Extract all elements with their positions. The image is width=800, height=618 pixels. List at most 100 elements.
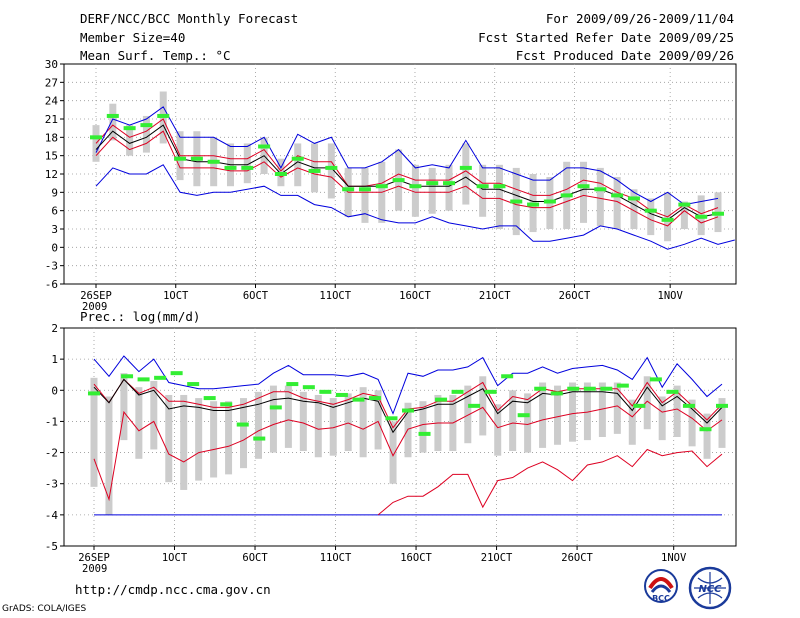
variable-label: Mean Surf. Temp.: °C (80, 48, 231, 63)
observed-mark (644, 208, 657, 213)
observed-mark (392, 178, 405, 183)
ensemble-box (568, 382, 576, 442)
temperature-chart: -6 -3 0 3 6 9 12 15 18 21 24 27 30 26SEP 1OCT 6OCT 11OCT… (45, 58, 737, 313)
observed-mark (501, 374, 514, 379)
ensemble-box (524, 393, 532, 453)
observed-mark (616, 383, 629, 388)
observed-mark (106, 113, 119, 118)
observed-mark (468, 403, 481, 408)
observed-mark (123, 126, 136, 131)
ensemble-box (647, 198, 655, 236)
observed-mark (190, 156, 203, 161)
forecast-period: For 2009/09/26-2009/11/04 (545, 11, 734, 26)
ensemble-box (479, 376, 487, 436)
observed-mark (308, 168, 321, 173)
ensemble-box (419, 401, 427, 453)
observed-mark (510, 199, 523, 204)
x-year-label: 2009 (82, 301, 107, 313)
observed-mark (633, 403, 646, 408)
y-tick-label: 27 (45, 76, 58, 89)
observed-mark (335, 392, 348, 397)
observed-mark (375, 184, 388, 189)
observed-mark (258, 144, 271, 149)
observed-mark (476, 184, 489, 189)
y-tick-label: -6 (45, 278, 58, 291)
observed-mark (435, 397, 448, 402)
y-tick-label: 6 (51, 205, 58, 218)
observed-mark (560, 193, 573, 198)
ensemble-box (643, 376, 651, 430)
ensemble-box (718, 398, 726, 448)
y-tick-label: -5 (45, 540, 58, 553)
observed-mark (224, 165, 237, 170)
observed-mark (550, 391, 563, 396)
observed-mark (611, 193, 624, 198)
ensemble-box (269, 385, 277, 453)
ensemble-box (464, 385, 472, 444)
observed-mark (203, 396, 216, 401)
ensemble-box (299, 391, 307, 452)
ensemble-box (284, 385, 292, 448)
chart-title: DERF/NCC/BCC Monthly Forecast (80, 11, 299, 26)
observed-mark (443, 181, 456, 186)
ensemble-box (494, 404, 502, 456)
ensemble-box (554, 385, 562, 445)
member-size: Member Size=40 (80, 30, 186, 45)
observed-mark (484, 389, 497, 394)
ensemble-box (150, 380, 158, 450)
y-tick-label: -1 (45, 415, 58, 428)
x-tick-label: 1NOV (661, 552, 687, 564)
y-tick-label: 3 (51, 223, 58, 236)
source-link[interactable]: http://cmdp.ncc.cma.gov.cn (75, 582, 271, 597)
y-tick-label: 12 (45, 168, 58, 181)
series-line-q3 (95, 118, 719, 218)
ensemble-box (126, 125, 134, 156)
ensemble-box (135, 387, 143, 459)
x-tick-label: 21OCT (481, 552, 513, 564)
x-tick-label: 11OCT (319, 290, 351, 302)
y-tick-label: 15 (45, 150, 58, 163)
observed-mark (241, 165, 254, 170)
ensemble-box (210, 401, 218, 478)
observed-mark (649, 377, 662, 382)
observed-mark (286, 382, 299, 387)
observed-mark (90, 135, 102, 140)
ensemble-box (428, 167, 436, 214)
observed-mark (319, 389, 332, 394)
series-line-low (377, 448, 723, 516)
ensemble-box (374, 390, 382, 450)
ensemble-box (680, 201, 688, 229)
x-tick-label: 16OCT (399, 290, 431, 302)
ensemble-box (344, 393, 352, 452)
observed-mark (678, 202, 691, 207)
x-tick-label: 26SEP (78, 552, 110, 564)
ensemble-box (327, 143, 335, 199)
observed-mark (269, 405, 282, 410)
ensemble-box (254, 391, 262, 459)
ensemble-box (120, 373, 128, 441)
observed-mark (527, 202, 540, 207)
ensemble-box (314, 394, 322, 458)
observed-mark (236, 422, 249, 427)
observed-mark (682, 403, 695, 408)
ensemble-box (688, 399, 696, 447)
observed-mark (274, 172, 287, 176)
ensemble-box (389, 421, 397, 484)
observed-mark (220, 402, 233, 407)
ensemble-box (598, 382, 606, 437)
y-tick-label: 30 (45, 58, 58, 71)
observed-mark (140, 123, 153, 128)
observed-mark (352, 397, 365, 402)
y-tick-label: 2 (51, 322, 58, 335)
ensemble-box (445, 164, 453, 211)
ensemble-box (195, 398, 203, 481)
observed-mark (583, 386, 596, 391)
observed-mark (325, 165, 338, 170)
ensemble-box (92, 125, 100, 162)
series-line-max (93, 355, 723, 415)
x-tick-label: 16OCT (400, 552, 432, 564)
ensemble-box (479, 164, 487, 217)
x-tick-label: 6OCT (242, 552, 268, 564)
